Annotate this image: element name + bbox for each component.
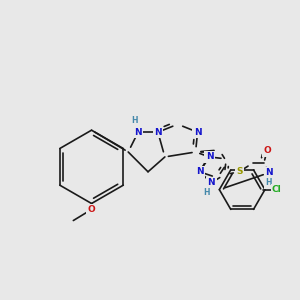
Text: N: N [194,128,201,137]
Text: N: N [265,168,273,177]
Text: N: N [206,152,213,161]
Text: O: O [88,205,95,214]
Text: N: N [134,128,142,137]
Text: O: O [88,205,95,214]
Text: N: N [196,167,203,176]
Text: S: S [236,167,242,176]
Text: O: O [263,146,271,155]
Text: N: N [154,128,162,137]
Text: Cl: Cl [272,185,282,194]
Text: H: H [266,178,272,187]
Text: H: H [203,188,210,197]
Text: N: N [208,178,215,187]
Text: H: H [131,116,137,125]
